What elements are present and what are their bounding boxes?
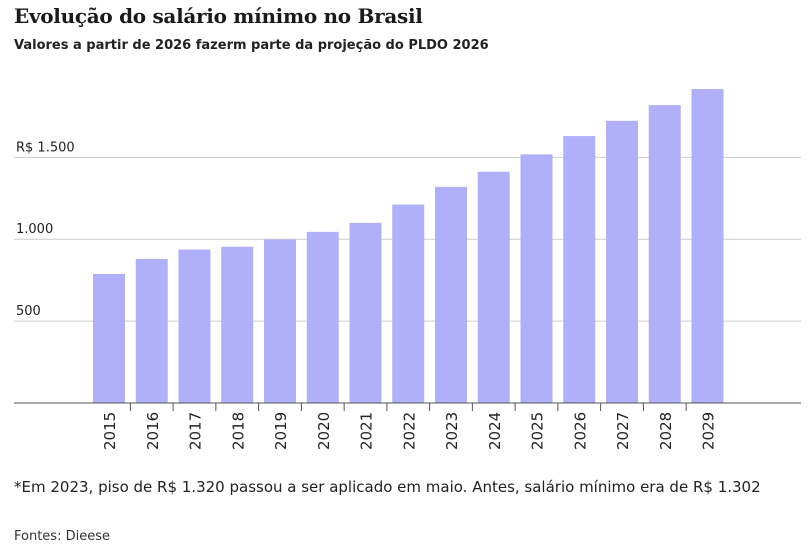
bar-2029 [691, 89, 724, 403]
chart-title: Evolução do salário mínimo no Brasil [14, 4, 423, 28]
x-tick-label: 2020 [315, 412, 333, 450]
y-tick-label: 1.000 [16, 222, 53, 237]
bar-2015 [93, 273, 125, 403]
source-note: Fontes: Dieese [14, 529, 110, 544]
bar-2024 [477, 171, 510, 403]
x-tick-label: 2029 [700, 412, 718, 450]
y-tick-labels: 500 1.000 R$ 1.500 [16, 140, 75, 319]
x-tick-label: 2028 [657, 412, 675, 450]
bar-2023 [435, 186, 467, 403]
bars [93, 89, 724, 404]
y-tick-label: 500 [16, 304, 41, 319]
bar-2019 [264, 239, 296, 403]
x-tick-label: 2022 [400, 412, 418, 450]
x-tick-label: 2023 [443, 412, 461, 450]
bar-2022 [392, 204, 425, 403]
bar-2028 [648, 105, 681, 403]
bar-2018 [221, 246, 254, 403]
footnote: *Em 2023, piso de R$ 1.320 passou a ser … [14, 478, 761, 496]
y-tick-label: R$ 1.500 [16, 140, 75, 155]
x-tick-label: 2025 [529, 412, 547, 450]
chart-subtitle: Valores a partir de 2026 fazerm parte da… [14, 38, 489, 53]
x-tick-label: 2021 [358, 412, 376, 450]
bar-2027 [606, 120, 638, 403]
bar-2025 [520, 154, 553, 403]
x-tick-label: 2017 [187, 412, 205, 450]
bar-2020 [306, 231, 339, 403]
x-tick-labels: 2015 2016 2017 2018 2019 2020 2021 2022 2023 2024… [101, 403, 718, 450]
x-tick-label: 2019 [272, 412, 290, 450]
x-tick-label: 2015 [101, 412, 119, 450]
bar-2026 [563, 136, 596, 404]
bar-chart: 500 1.000 R$ 1.500 2015 2016 2017 2018 2019 202… [14, 89, 801, 450]
x-tick-label: 2016 [144, 412, 162, 450]
bar-2016 [135, 258, 168, 403]
x-tick-label: 2026 [571, 412, 589, 450]
bar-2021 [349, 222, 382, 403]
x-tick-label: 2027 [614, 412, 632, 450]
x-tick-label: 2024 [486, 412, 504, 450]
x-tick-label: 2018 [229, 412, 247, 450]
bar-2017 [178, 249, 211, 403]
